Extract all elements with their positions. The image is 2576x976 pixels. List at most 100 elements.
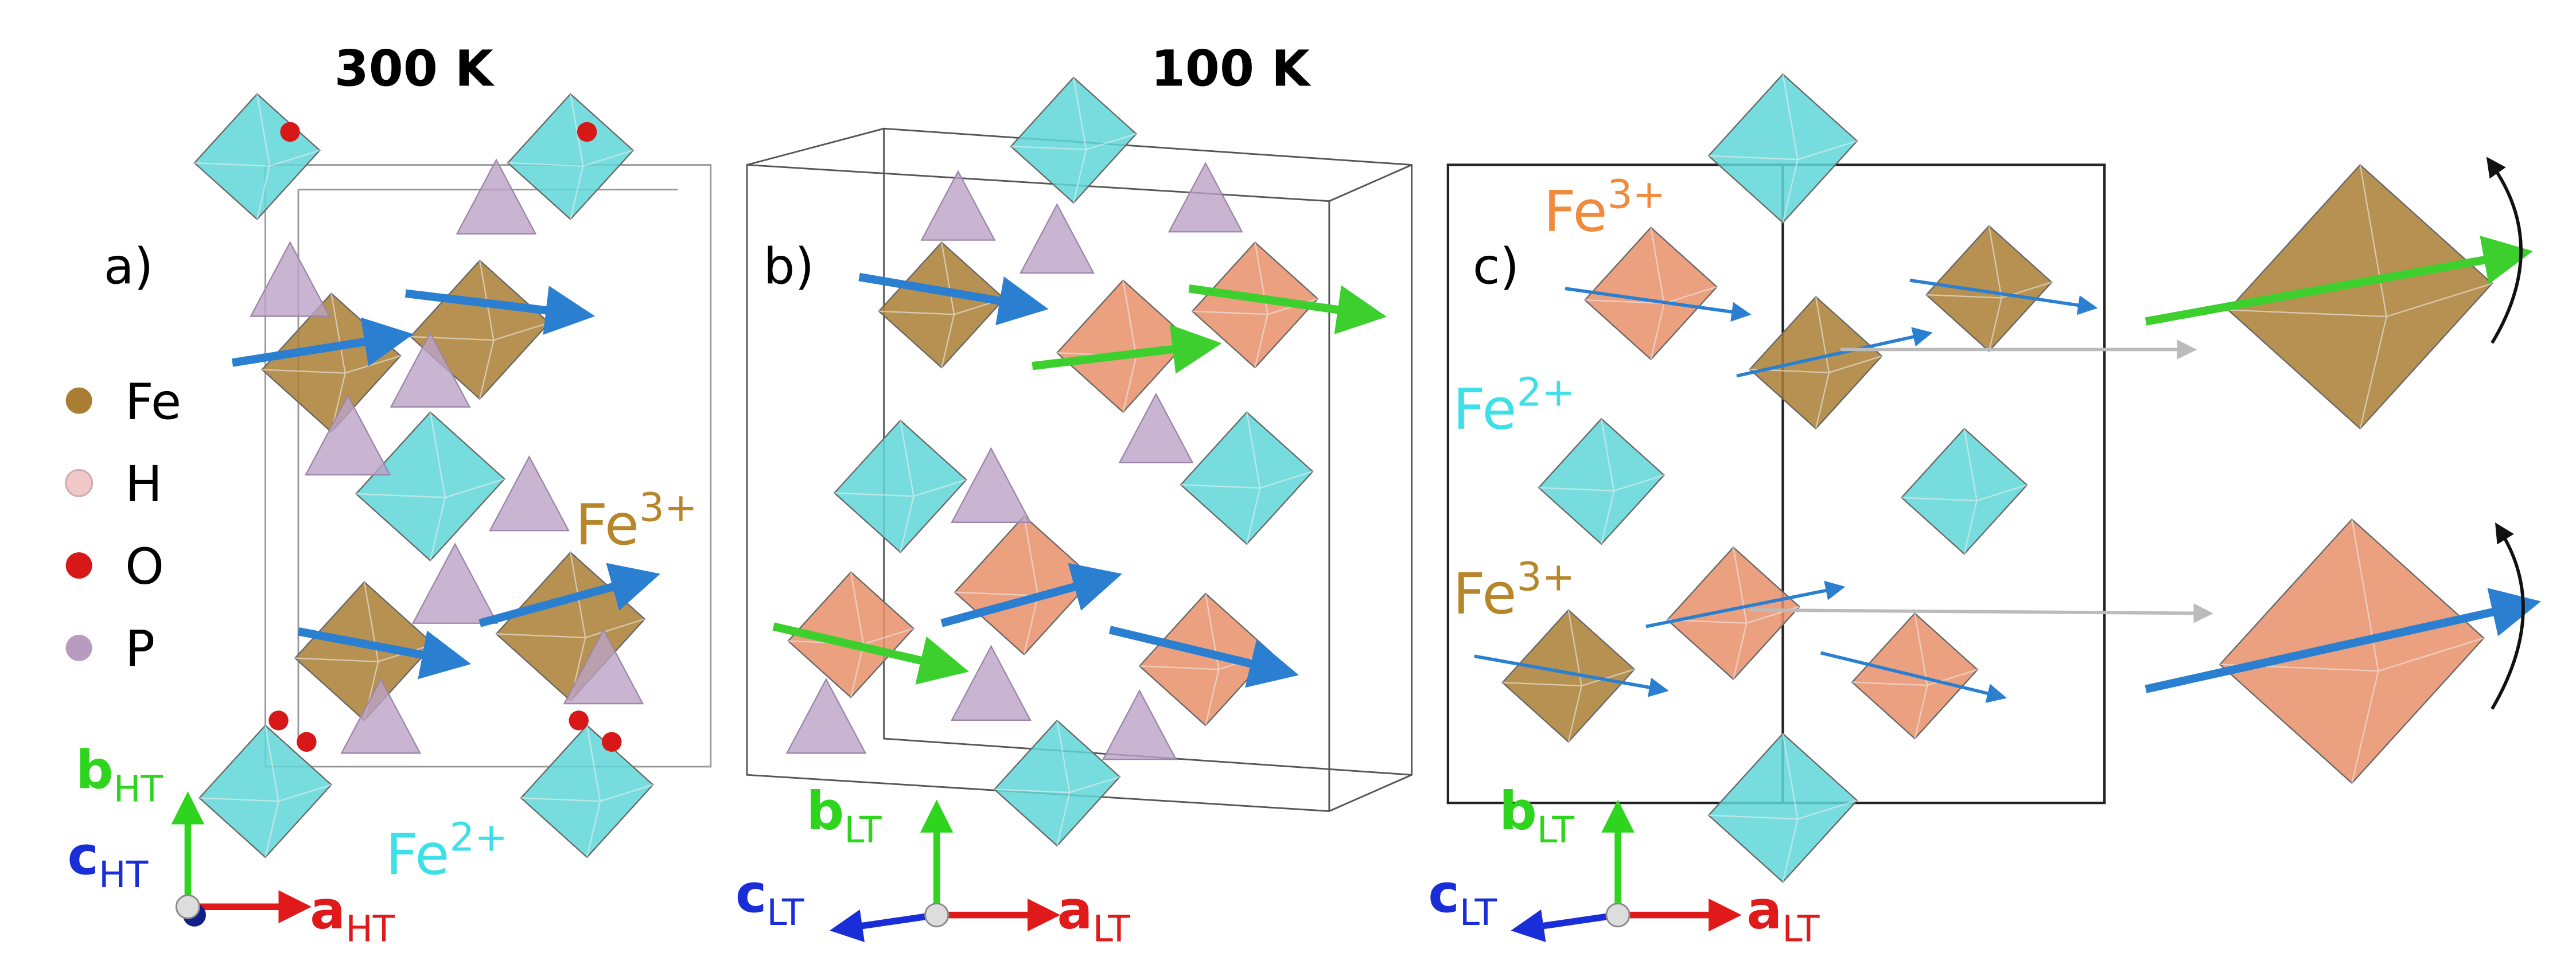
legend-label: H [125, 456, 162, 513]
spin-arrow [1565, 287, 1752, 322]
tetrahedron [305, 394, 391, 476]
panel-label: b) [764, 239, 814, 296]
octahedron-edge [199, 725, 332, 858]
legend-label: P [125, 621, 155, 678]
octahedron-edge [508, 93, 633, 220]
temperature-header: 100 K [1151, 41, 1312, 98]
octahedron-edge [2228, 165, 2493, 429]
axis-label: cLT [736, 863, 804, 934]
spin-arrow [405, 286, 596, 335]
tetrahedron [411, 542, 499, 624]
octahedron-edge [1667, 547, 1800, 680]
oxygen-atom [297, 732, 317, 752]
axis-origin [1605, 903, 1631, 928]
octahedron-edge [1709, 74, 1858, 223]
axis-label: bLT [807, 780, 882, 851]
axis-label: cHT [68, 825, 149, 896]
axis-label: aLT [1746, 880, 1820, 950]
axis-label: bHT [76, 739, 163, 810]
axis-arrow [1511, 909, 1618, 942]
ion-label: Fe2+ [386, 815, 508, 888]
octahedron-edge [1901, 428, 2028, 555]
spin-arrow [2145, 235, 2533, 326]
tetrahedron [1168, 162, 1243, 233]
octahedron-edge [878, 242, 1005, 368]
octahedron-edge [1926, 225, 2052, 352]
axis-label: cLT [1428, 863, 1497, 934]
oxygen-atom [569, 710, 589, 731]
tetrahedron [951, 447, 1032, 523]
spin-arrow [1736, 327, 1933, 378]
ion-label: Fe3+ [1453, 554, 1575, 627]
ion-label: Fe3+ [575, 485, 698, 558]
octahedron-edge [1502, 610, 1635, 743]
spin-arrow [1474, 654, 1669, 697]
rotation-arrow [2491, 522, 2525, 710]
legend-ball [65, 552, 92, 579]
octahedron-edge [194, 93, 320, 220]
tetrahedron [951, 645, 1032, 721]
legend-ball [65, 469, 94, 497]
axis-label: aLT [1057, 880, 1131, 950]
tetrahedron [250, 241, 330, 317]
legend-label: Fe [125, 373, 181, 431]
spin-arrow [1032, 325, 1222, 374]
tetrahedron [489, 455, 570, 532]
spin-arrow [1909, 278, 2098, 315]
octahedron-edge [834, 420, 967, 553]
legend-ball [65, 387, 92, 414]
octahedron-edge [1852, 613, 1978, 739]
octahedron-edge [1010, 77, 1137, 203]
tetrahedron [563, 628, 644, 705]
oxygen-atom [602, 732, 622, 752]
tetrahedron [390, 331, 471, 408]
oxygen-atom [280, 122, 300, 142]
octahedron [2219, 518, 2485, 784]
rotation-arrow [2486, 157, 2523, 344]
spin-arrow [858, 272, 1049, 326]
spin-arrow [1820, 651, 2007, 703]
tetrahedron [1118, 392, 1194, 463]
spin-arrow [297, 627, 472, 680]
ion-label: Fe2+ [1453, 369, 1575, 442]
octahedron-edge [521, 725, 653, 858]
panel-label: c) [1473, 239, 1519, 296]
octahedron-edge [1181, 412, 1313, 545]
spin-arrow [231, 317, 414, 367]
octahedron-edge [496, 552, 645, 701]
axis-arrow [830, 909, 937, 942]
tetrahedron [920, 170, 996, 241]
spin-arrow [478, 563, 660, 627]
ion-label: Fe3+ [1544, 171, 1666, 244]
tetrahedron [456, 158, 537, 235]
tetrahedron [785, 678, 867, 754]
legend-ball [65, 634, 92, 661]
spin-arrow [772, 622, 970, 685]
spin-arrow [2145, 588, 2541, 693]
octahedron-edge [1538, 419, 1664, 545]
octahedron-edge [410, 260, 550, 400]
spin-arrow [1108, 626, 1299, 688]
axis-origin [924, 903, 950, 928]
structures [171, 73, 2541, 942]
oxygen-atom [577, 122, 597, 142]
legend-label: O [125, 538, 164, 596]
axis-label: aHT [310, 880, 395, 950]
spin-arrow [1645, 580, 1846, 628]
tetrahedron [1019, 203, 1095, 274]
tetrahedron [340, 678, 422, 754]
octahedron-edge [356, 412, 505, 561]
unit-cell [746, 127, 1413, 812]
spin-arrow [1188, 284, 1387, 334]
panel-label: a) [104, 239, 154, 296]
oxygen-atom [269, 710, 289, 731]
octahedron-edge [1749, 296, 1882, 429]
octahedron-edge [994, 720, 1120, 846]
temperature-header: 300 K [334, 41, 495, 98]
axis-label: bLT [1499, 780, 1574, 851]
tetrahedron [1102, 689, 1177, 760]
octahedron-edge [1709, 733, 1858, 883]
octahedron-edge [2220, 519, 2484, 783]
